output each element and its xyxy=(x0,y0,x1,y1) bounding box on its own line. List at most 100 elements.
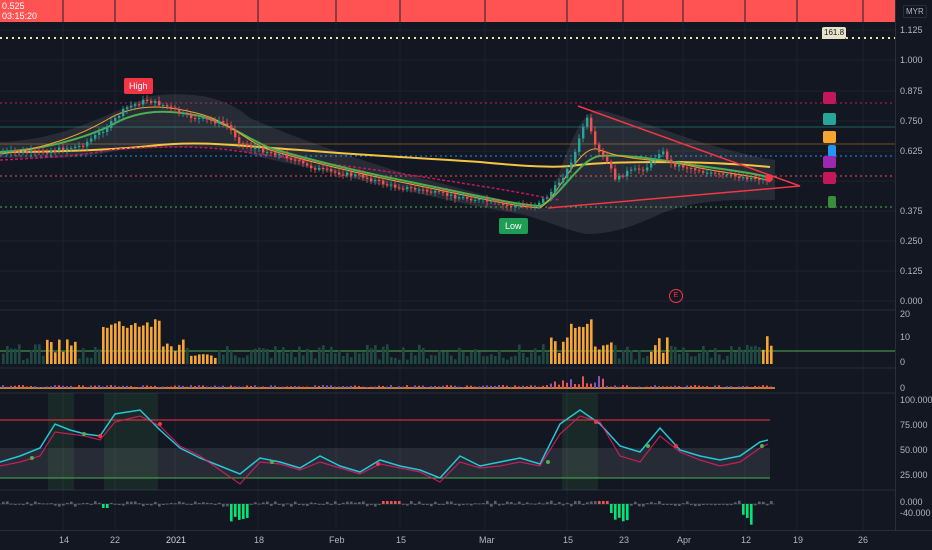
currency-label[interactable]: MYR xyxy=(903,5,927,18)
time-axis[interactable]: 14 22 2021 18 Feb 15 Mar 15 23 Apr 12 19… xyxy=(0,530,932,550)
indicator-bar xyxy=(410,386,412,388)
histogram-bar xyxy=(162,504,165,505)
volume-bar xyxy=(350,357,353,364)
indicator-bar xyxy=(242,386,244,388)
candle-body xyxy=(370,178,373,182)
volume-tick: 20 xyxy=(900,309,911,319)
histogram-bar xyxy=(458,504,461,506)
volume-bar xyxy=(738,346,741,364)
candle-body xyxy=(454,194,457,199)
indicator-bar xyxy=(414,385,416,388)
candle-body xyxy=(502,202,505,205)
histogram-bar xyxy=(62,504,65,506)
price-tick: 0.125 xyxy=(900,266,923,276)
histogram-bar xyxy=(22,504,25,505)
candle-body xyxy=(574,151,577,163)
candle-body xyxy=(706,172,709,174)
price-axis[interactable]: 1.125 1.000 0.875 0.750 0.625 0.375 0.25… xyxy=(895,0,932,530)
candle-body xyxy=(174,107,177,110)
candle-body xyxy=(522,205,525,207)
indicator-bar xyxy=(470,385,472,388)
chart-area[interactable] xyxy=(0,0,895,530)
candle-body xyxy=(498,201,501,203)
low-label: Low xyxy=(499,218,528,234)
indicator-bar xyxy=(582,376,584,388)
candle-body xyxy=(414,188,417,190)
level-tag xyxy=(823,131,836,143)
indicator-bar xyxy=(150,386,152,388)
volume-bar xyxy=(202,354,205,364)
indicator-bar xyxy=(314,385,316,388)
volume-bar xyxy=(534,348,537,364)
earnings-marker[interactable]: E xyxy=(669,289,683,303)
histogram-bar xyxy=(122,504,125,506)
indicator-bar xyxy=(450,385,452,388)
candle-body xyxy=(638,168,641,170)
volume-bar xyxy=(162,346,165,364)
volume-bar xyxy=(174,350,177,364)
histogram-bar xyxy=(214,504,217,505)
histogram-bar xyxy=(314,502,317,504)
candle-body xyxy=(142,99,145,105)
indicator-bar xyxy=(6,386,8,388)
histogram-bar xyxy=(502,503,505,505)
volume-bar xyxy=(474,349,477,364)
candle-body xyxy=(134,104,137,106)
candle-body xyxy=(258,147,261,149)
volume-bar xyxy=(686,352,689,364)
volume-bar xyxy=(318,347,321,364)
price-chart-canvas[interactable] xyxy=(0,0,895,530)
volume-bar xyxy=(602,345,605,364)
volume-bar xyxy=(634,359,637,364)
candle-body xyxy=(482,198,485,200)
candle-body xyxy=(682,164,685,168)
volume-bar xyxy=(750,346,753,364)
volume-bar xyxy=(214,357,217,364)
volume-bar xyxy=(742,350,745,364)
indicator-bar xyxy=(566,382,568,388)
indicator-bar xyxy=(750,386,752,388)
indicator-bar xyxy=(162,386,164,388)
histogram-bar xyxy=(750,504,753,525)
time-label: 15 xyxy=(563,535,574,545)
indicator-bar xyxy=(510,386,512,388)
osc-neutral-band xyxy=(0,448,770,478)
candle-body xyxy=(610,161,613,169)
histogram-bar xyxy=(538,502,541,504)
histogram-bar xyxy=(34,501,37,504)
indicator-bar xyxy=(326,385,328,388)
indicator-bar xyxy=(274,385,276,388)
candle-body xyxy=(210,119,213,121)
histogram-bar xyxy=(542,503,545,505)
candle-body xyxy=(30,150,33,153)
candle-body xyxy=(162,105,165,107)
volume-tick: 10 xyxy=(900,332,911,342)
histogram-bar xyxy=(470,504,473,506)
candle-body xyxy=(462,196,465,198)
histogram-bar xyxy=(462,504,465,505)
volume-bar xyxy=(266,348,269,364)
volume-bar xyxy=(538,355,541,364)
candle-body xyxy=(38,150,41,152)
candle-body xyxy=(634,168,637,170)
candle-body xyxy=(110,121,113,128)
candle-body xyxy=(762,178,765,180)
candle-body xyxy=(10,150,13,152)
volume-bar xyxy=(646,355,649,364)
oscillator-tick: 25.000 xyxy=(900,470,928,480)
candle-body xyxy=(150,100,153,103)
candle-body xyxy=(658,154,661,159)
candle-body xyxy=(478,198,481,200)
triangle-pattern xyxy=(547,105,801,209)
histogram-bar xyxy=(222,504,225,507)
volume-bar xyxy=(254,348,257,364)
volume-bar xyxy=(230,350,233,364)
histogram-bar xyxy=(690,504,693,506)
price-tick: 0.875 xyxy=(900,86,923,96)
time-label: 15 xyxy=(396,535,407,545)
volume-bar xyxy=(702,345,705,364)
histogram-bar xyxy=(726,504,729,506)
indicator-bar xyxy=(330,385,332,388)
candle-body xyxy=(18,151,21,153)
volume-bar xyxy=(298,346,301,364)
